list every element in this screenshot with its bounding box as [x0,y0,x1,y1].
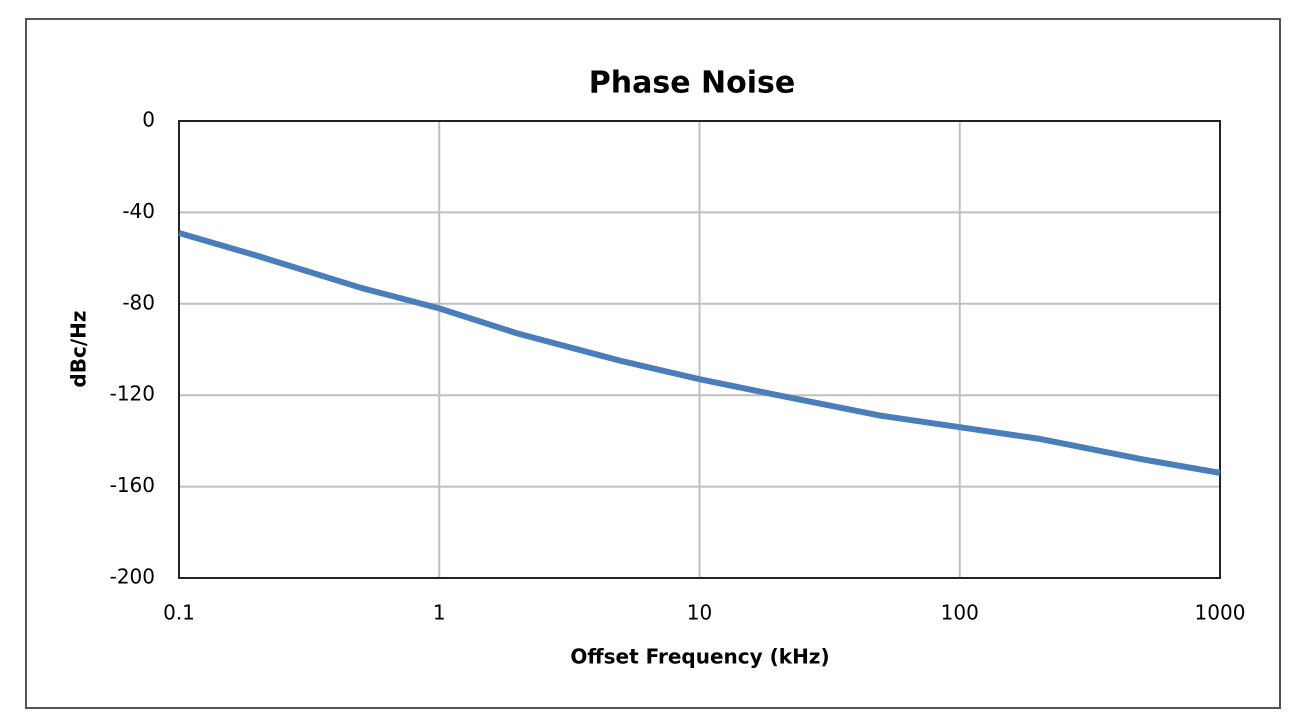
y-tick-label: -160 [110,473,155,497]
y-tick-label: -200 [110,565,155,589]
y-tick-label: -120 [110,382,155,406]
x-tick-label: 1000 [1195,601,1246,625]
x-tick-label: 100 [941,601,979,625]
y-axis-label: dBc/Hz [67,310,91,387]
plot-frame [178,120,1221,579]
chart-border [25,18,1281,709]
y-tick-label: -80 [122,290,155,314]
x-axis-label: Offset Frequency (kHz) [570,645,829,669]
y-tick-label: 0 [142,108,155,132]
line-series [178,230,1221,476]
y-tick-label: -40 [122,199,155,223]
x-tick-label: 0.1 [163,601,195,625]
x-tick-label: 1 [433,601,446,625]
chart-title: Phase Noise [589,66,795,101]
x-tick-label: 10 [687,601,712,625]
